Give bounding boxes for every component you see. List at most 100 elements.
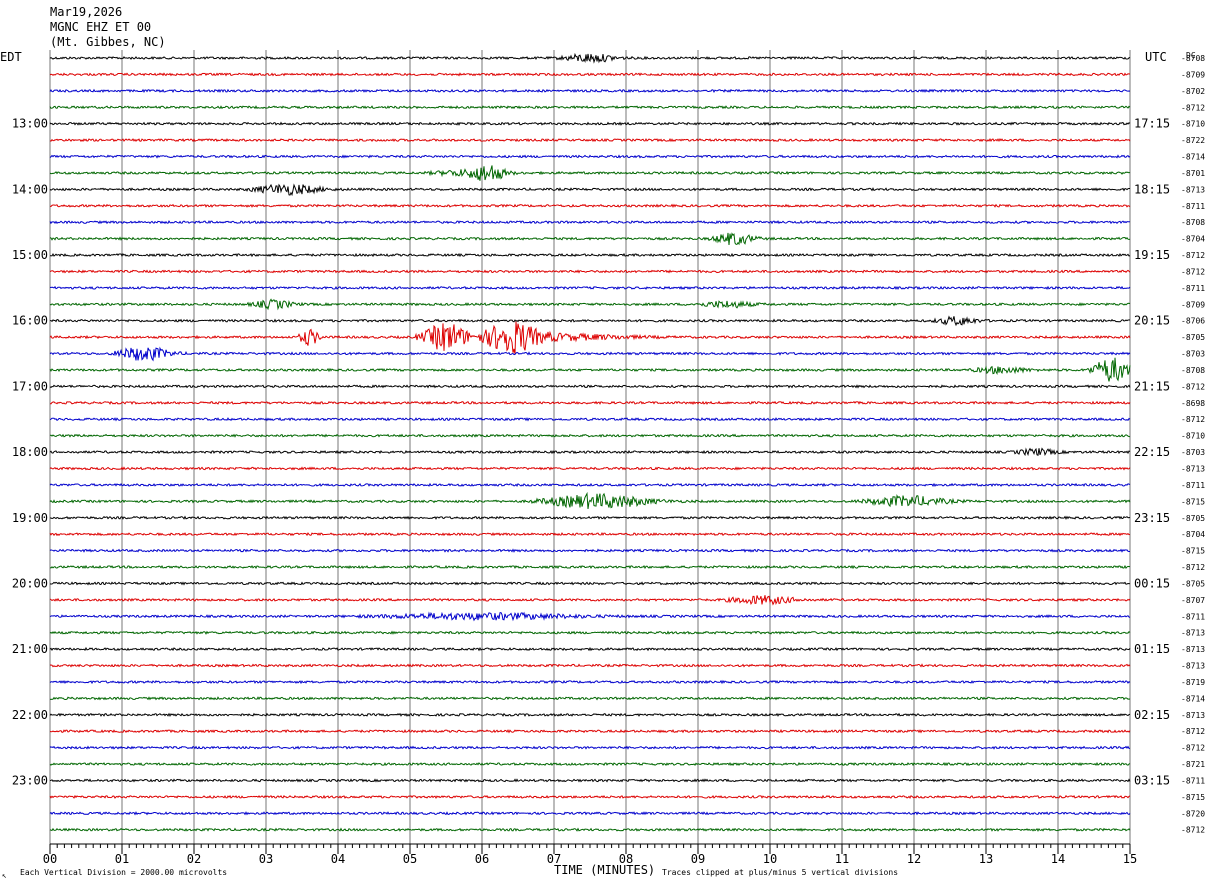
trace-row-32	[49, 581, 1131, 586]
dc-offset-label: -8704	[1181, 530, 1205, 539]
dc-offset-label: -8714	[1181, 694, 1205, 703]
trace-row-42	[49, 745, 1131, 750]
right-hour-label: 03:15	[1134, 773, 1170, 787]
dc-offset-label: -8708	[1181, 218, 1205, 227]
trace-row-25	[49, 466, 1131, 471]
axis-labels: 13:00 14:00 15:00 16:00 17:00 18:00 19:00 20:00…	[12, 54, 1205, 835]
right-hour-label: 01:15	[1134, 642, 1170, 656]
x-tick-label: 00	[43, 852, 57, 866]
x-tick-label: 09	[691, 852, 705, 866]
location-label: (Mt. Gibbes, NC)	[50, 35, 166, 49]
trace-row-45	[49, 794, 1131, 799]
trace-row-13	[49, 269, 1131, 274]
dc-offset-label: -8713	[1181, 629, 1205, 638]
trace-row-29	[49, 532, 1131, 537]
trace-row-35	[49, 630, 1131, 635]
dc-offset-label: -8705	[1181, 579, 1205, 588]
dc-offset-label: -8712	[1181, 415, 1205, 424]
dc-offset-label: -8705	[1181, 333, 1205, 342]
trace-row-12	[49, 252, 1131, 258]
dc-offset-label: -8703	[1181, 350, 1205, 359]
dc-offset-label: -8712	[1181, 563, 1205, 572]
dc-offset-label: -8708	[1181, 54, 1205, 63]
dc-offset-label: -8707	[1181, 596, 1205, 605]
dc-offset-label: -8721	[1181, 760, 1205, 769]
dc-offset-label: -8710	[1181, 120, 1205, 129]
trace-row-40	[49, 712, 1131, 718]
x-tick-label: 14	[1051, 852, 1065, 866]
left-hour-label: 21:00	[12, 642, 48, 656]
trace-row-43	[49, 761, 1131, 767]
trace-row-15	[49, 298, 1131, 311]
left-hour-label: 19:00	[12, 511, 48, 525]
right-hour-label: 02:15	[1134, 708, 1170, 722]
right-hour-label: 23:15	[1134, 511, 1170, 525]
right-hour-label: 17:15	[1134, 117, 1170, 131]
trace-row-1	[49, 72, 1131, 77]
left-hour-label: 23:00	[12, 773, 48, 787]
left-timezone-label: EDT	[0, 50, 22, 64]
dc-offset-label: -8712	[1181, 251, 1205, 260]
scale-note: Each Vertical Division = 2000.00 microvo…	[20, 868, 227, 877]
right-hour-label: 00:15	[1134, 576, 1170, 590]
left-hour-label: 16:00	[12, 314, 48, 328]
trace-row-18	[49, 346, 1131, 362]
dc-offset-label: -8698	[1181, 399, 1205, 408]
dc-offset-label: -8712	[1181, 382, 1205, 391]
trace-row-5	[49, 137, 1131, 143]
trace-row-38	[49, 679, 1131, 685]
dc-offset-label: -8711	[1181, 202, 1205, 211]
trace-row-36	[49, 646, 1131, 652]
x-tick-label: 15	[1123, 852, 1137, 866]
left-hour-label: 15:00	[12, 248, 48, 262]
trace-row-9	[49, 203, 1131, 209]
clip-note: Traces clipped at plus/minus 5 vertical …	[662, 868, 898, 877]
x-tick-label: 05	[403, 852, 417, 866]
dc-offset-label: -8715	[1181, 497, 1205, 506]
right-timezone-label: UTC	[1145, 50, 1167, 64]
right-hour-label: 18:15	[1134, 182, 1170, 196]
trace-row-37	[49, 663, 1131, 668]
station-label: MGNC EHZ ET 00	[50, 20, 151, 34]
dc-offset-label: -8713	[1181, 465, 1205, 474]
dc-offset-label: -8702	[1181, 87, 1205, 96]
trace-row-6	[49, 154, 1131, 159]
dc-offset-label: -8704	[1181, 235, 1205, 244]
dc-offset-label: -8712	[1181, 103, 1205, 112]
dc-offset-label: -8711	[1181, 612, 1205, 621]
trace-row-39	[49, 696, 1131, 701]
dc-offset-label: -8714	[1181, 153, 1205, 162]
dc-offset-label: -8712	[1181, 826, 1205, 835]
trace-row-31	[49, 564, 1131, 570]
dc-offset-label: -8720	[1181, 809, 1205, 818]
dc-offset-label: -8708	[1181, 366, 1205, 375]
minute-grid	[49, 50, 1131, 844]
seismic-traces	[49, 52, 1131, 832]
trace-row-28	[49, 515, 1131, 521]
trace-row-26	[49, 482, 1131, 488]
trace-row-23	[49, 433, 1131, 438]
dc-offset-label: -8709	[1181, 70, 1205, 79]
left-hour-label: 20:00	[12, 576, 48, 590]
x-tick-label: 02	[187, 852, 201, 866]
trace-row-20	[49, 384, 1131, 389]
right-hour-label: 22:15	[1134, 445, 1170, 459]
x-tick-label: 08	[619, 852, 633, 866]
trace-row-3	[49, 105, 1131, 110]
right-hour-label: 20:15	[1134, 314, 1170, 328]
trace-row-2	[49, 88, 1131, 94]
trace-row-22	[49, 417, 1131, 422]
trace-row-17	[49, 321, 1131, 355]
dc-offset-label: -8719	[1181, 678, 1205, 687]
right-hour-label: 19:15	[1134, 248, 1170, 262]
trace-row-10	[49, 220, 1131, 225]
trace-row-16	[49, 315, 1131, 327]
dc-offset-label: -8703	[1181, 448, 1205, 457]
dc-offset-label: -8710	[1181, 432, 1205, 441]
trace-row-47	[49, 827, 1131, 832]
x-tick-label: 13	[979, 852, 993, 866]
trace-row-21	[49, 400, 1131, 405]
corner-arrow-icon: ↖	[2, 871, 7, 880]
left-hour-label: 13:00	[12, 117, 48, 131]
